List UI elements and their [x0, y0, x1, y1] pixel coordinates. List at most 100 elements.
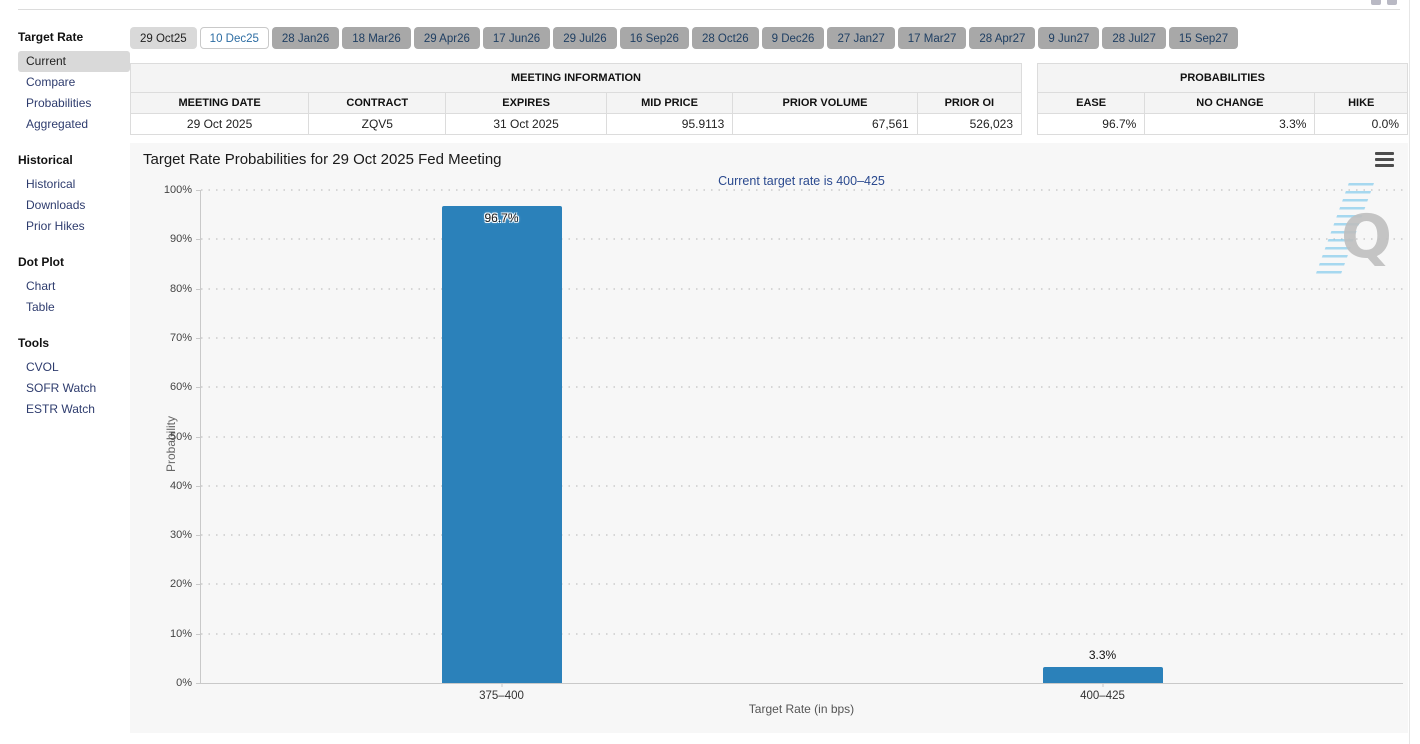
probabilities-table: PROBABILITIES EASE NO CHANGE HIKE 96.7% 3.3% 0…	[1036, 63, 1408, 135]
meeting-tab-29-oct25[interactable]: 29 Oct25	[130, 27, 197, 49]
table-value-cell: 31 Oct 2025	[445, 113, 607, 135]
sidebar-item-estr-watch[interactable]: ESTR Watch	[26, 402, 95, 416]
sidebar-item-chart[interactable]: Chart	[26, 279, 56, 293]
y-tick-mark	[196, 288, 201, 290]
browser-chrome-fragment	[1387, 0, 1397, 5]
y-tick-mark	[196, 683, 201, 684]
table-value-cell: 95.9113	[605, 113, 734, 135]
column-header: HIKE	[1314, 92, 1408, 114]
probability-bar-375-400[interactable]: 96.7%	[441, 206, 562, 683]
x-axis-title: Target Rate (in bps)	[748, 702, 855, 716]
y-tick-mark	[196, 337, 201, 339]
gridline	[201, 534, 1403, 537]
top-divider	[18, 9, 1400, 10]
gridline	[201, 189, 1403, 191]
probability-chart-panel: Target Rate Probabilities for 29 Oct 202…	[130, 143, 1408, 733]
table-group-header: MEETING INFORMATION	[130, 63, 1022, 93]
gridline	[201, 484, 1403, 487]
chart-subtitle: Current target rate is 400–425	[718, 174, 885, 188]
watermark-q-logo: Q	[1340, 202, 1392, 272]
gridline	[201, 287, 1403, 290]
sidebar-item-current[interactable]: Current	[18, 51, 130, 72]
column-header: PRIOR VOLUME	[732, 92, 918, 114]
table-value-cell: 526,023	[916, 113, 1023, 135]
x-tick-mark	[1102, 683, 1103, 687]
probability-bar-400-425[interactable]	[1042, 666, 1163, 683]
meeting-tab-16-sep26[interactable]: 16 Sep26	[619, 27, 689, 49]
y-tick-label: 10%	[169, 627, 192, 640]
x-category-label: 400–425	[1080, 690, 1125, 702]
sidebar-item-probabilities[interactable]: Probabilities	[26, 96, 92, 110]
browser-chrome-fragment	[1371, 0, 1381, 5]
gridline	[201, 435, 1403, 438]
chart-context-menu-icon[interactable]	[1375, 152, 1394, 170]
sidebar-item-sofr-watch[interactable]: SOFR Watch	[26, 381, 97, 395]
sidebar-section-title: Target Rate	[18, 30, 84, 44]
gridline	[201, 336, 1403, 339]
x-tick-mark	[501, 683, 502, 687]
sidebar-nav: Target Rate Current Compare Probabilities Ag…	[18, 30, 130, 420]
y-tick-label: 70%	[169, 331, 192, 344]
bar-value-label: 96.7%	[484, 211, 519, 226]
bar-value-label: 3.3%	[1088, 647, 1117, 662]
meeting-information-table: MEETING INFORMATION MEETING DATE CONTRACT E…	[129, 63, 1023, 135]
sidebar-section-title: Tools	[18, 336, 50, 350]
sidebar-item-aggregated[interactable]: Aggregated	[26, 117, 89, 131]
meeting-tab-28-jul27[interactable]: 28 Jul27	[1102, 27, 1166, 49]
y-tick-label: 90%	[169, 233, 192, 246]
plot-area: Probability 0% 10% 20% 30% 40% 50% 60% 70% 80% 90…	[164, 184, 1403, 702]
y-tick-label: 100%	[163, 184, 192, 196]
meeting-tab-28-apr27[interactable]: 28 Apr27	[969, 27, 1036, 49]
sidebar-section-title: Historical	[18, 153, 73, 167]
x-category-label: 375–400	[479, 690, 524, 702]
sidebar-item-table[interactable]: Table	[26, 300, 55, 314]
column-header: MID PRICE	[605, 92, 734, 114]
meeting-tab-28-jan26[interactable]: 28 Jan26	[271, 27, 340, 49]
sidebar-item-downloads[interactable]: Downloads	[26, 198, 86, 212]
y-tick-mark	[196, 535, 201, 537]
y-tick-mark	[196, 239, 201, 241]
meeting-tab-18-mar26[interactable]: 18 Mar26	[342, 27, 411, 49]
meeting-tab-28-oct26[interactable]: 28 Oct26	[691, 27, 759, 49]
content-right-border	[1409, 0, 1410, 744]
sidebar-section-title: Dot Plot	[18, 255, 64, 269]
meeting-tab-29-jul26[interactable]: 29 Jul26	[553, 27, 617, 49]
column-header: CONTRACT	[308, 92, 447, 114]
y-tick-mark	[196, 633, 201, 635]
y-tick-label: 20%	[169, 578, 192, 591]
sidebar-item-historical[interactable]: Historical	[26, 177, 76, 191]
gridline	[201, 632, 1403, 635]
table-group-header: PROBABILITIES	[1037, 63, 1408, 93]
meeting-tab-15-sep27[interactable]: 15 Sep27	[1168, 27, 1239, 49]
meeting-tab-17-mar27[interactable]: 17 Mar27	[897, 27, 967, 49]
gridline	[201, 583, 1403, 586]
meeting-tab-9-jun27[interactable]: 9 Jun27	[1038, 27, 1100, 49]
column-header: MEETING DATE	[129, 92, 310, 114]
chart-title: Target Rate Probabilities for 29 Oct 202…	[143, 151, 502, 168]
y-tick-mark	[196, 485, 201, 487]
meeting-tab-10-dec25[interactable]: 10 Dec25	[199, 27, 269, 49]
table-value-cell: 3.3%	[1144, 113, 1316, 135]
y-tick-mark	[196, 584, 201, 586]
meeting-tab-9-dec26[interactable]: 9 Dec26	[761, 27, 825, 49]
y-tick-label: 0%	[176, 677, 192, 689]
y-tick-label: 80%	[169, 282, 192, 295]
table-value-cell: 67,561	[732, 113, 918, 135]
sidebar-item-compare[interactable]: Compare	[26, 75, 76, 89]
sidebar-item-prior-hikes[interactable]: Prior Hikes	[26, 219, 85, 233]
y-tick-label: 30%	[169, 529, 192, 542]
summary-tables-row: MEETING INFORMATION MEETING DATE CONTRACT E…	[129, 63, 1408, 135]
main-content: 29 Oct25 10 Dec25 28 Jan26 18 Mar26 29 Apr26…	[129, 27, 1408, 733]
meeting-tab-17-jun26[interactable]: 17 Jun26	[482, 27, 551, 49]
column-header: EXPIRES	[445, 92, 607, 114]
meeting-tab-29-apr26[interactable]: 29 Apr26	[413, 27, 480, 49]
y-tick-label: 40%	[169, 479, 192, 492]
y-tick-label: 50%	[169, 430, 192, 443]
table-value-cell: ZQV5	[308, 113, 447, 135]
table-value-cell: 0.0%	[1314, 113, 1408, 135]
y-axis-title: Probability	[164, 415, 179, 472]
sidebar-item-cvol[interactable]: CVOL	[26, 360, 59, 374]
gridline	[201, 238, 1403, 241]
meeting-tab-27-jan27[interactable]: 27 Jan27	[827, 27, 895, 49]
